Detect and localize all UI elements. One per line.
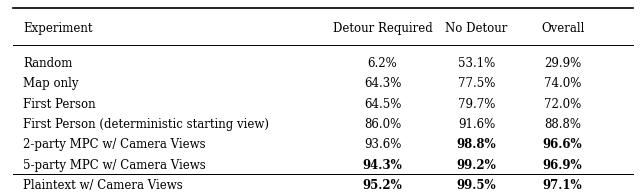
Text: 64.5%: 64.5% — [364, 98, 401, 111]
Text: Overall: Overall — [541, 22, 584, 35]
Text: 93.6%: 93.6% — [364, 138, 401, 152]
Text: 99.5%: 99.5% — [457, 179, 496, 192]
Text: First Person (deterministic starting view): First Person (deterministic starting vie… — [23, 118, 269, 131]
Text: First Person: First Person — [23, 98, 95, 111]
Text: Experiment: Experiment — [23, 22, 93, 35]
Text: Plaintext w/ Camera Views: Plaintext w/ Camera Views — [23, 179, 183, 192]
Text: 29.9%: 29.9% — [544, 57, 581, 70]
Text: 86.0%: 86.0% — [364, 118, 401, 131]
Text: 95.2%: 95.2% — [363, 179, 403, 192]
Text: 99.2%: 99.2% — [456, 159, 497, 172]
Text: 98.8%: 98.8% — [457, 138, 496, 152]
Text: 91.6%: 91.6% — [458, 118, 495, 131]
Text: Detour Required: Detour Required — [333, 22, 433, 35]
Text: 77.5%: 77.5% — [458, 77, 495, 90]
Text: 79.7%: 79.7% — [458, 98, 495, 111]
Text: Map only: Map only — [23, 77, 79, 90]
Text: 96.9%: 96.9% — [543, 159, 582, 172]
Text: No Detour: No Detour — [445, 22, 508, 35]
Text: 2-party MPC w/ Camera Views: 2-party MPC w/ Camera Views — [23, 138, 205, 152]
Text: 74.0%: 74.0% — [544, 77, 581, 90]
Text: 97.1%: 97.1% — [543, 179, 582, 192]
Text: 6.2%: 6.2% — [368, 57, 397, 70]
Text: 64.3%: 64.3% — [364, 77, 401, 90]
Text: 88.8%: 88.8% — [544, 118, 581, 131]
Text: 5-party MPC w/ Camera Views: 5-party MPC w/ Camera Views — [23, 159, 206, 172]
Text: 96.6%: 96.6% — [543, 138, 582, 152]
Text: 72.0%: 72.0% — [544, 98, 581, 111]
Text: Random: Random — [23, 57, 72, 70]
Text: 53.1%: 53.1% — [458, 57, 495, 70]
Text: 94.3%: 94.3% — [363, 159, 403, 172]
